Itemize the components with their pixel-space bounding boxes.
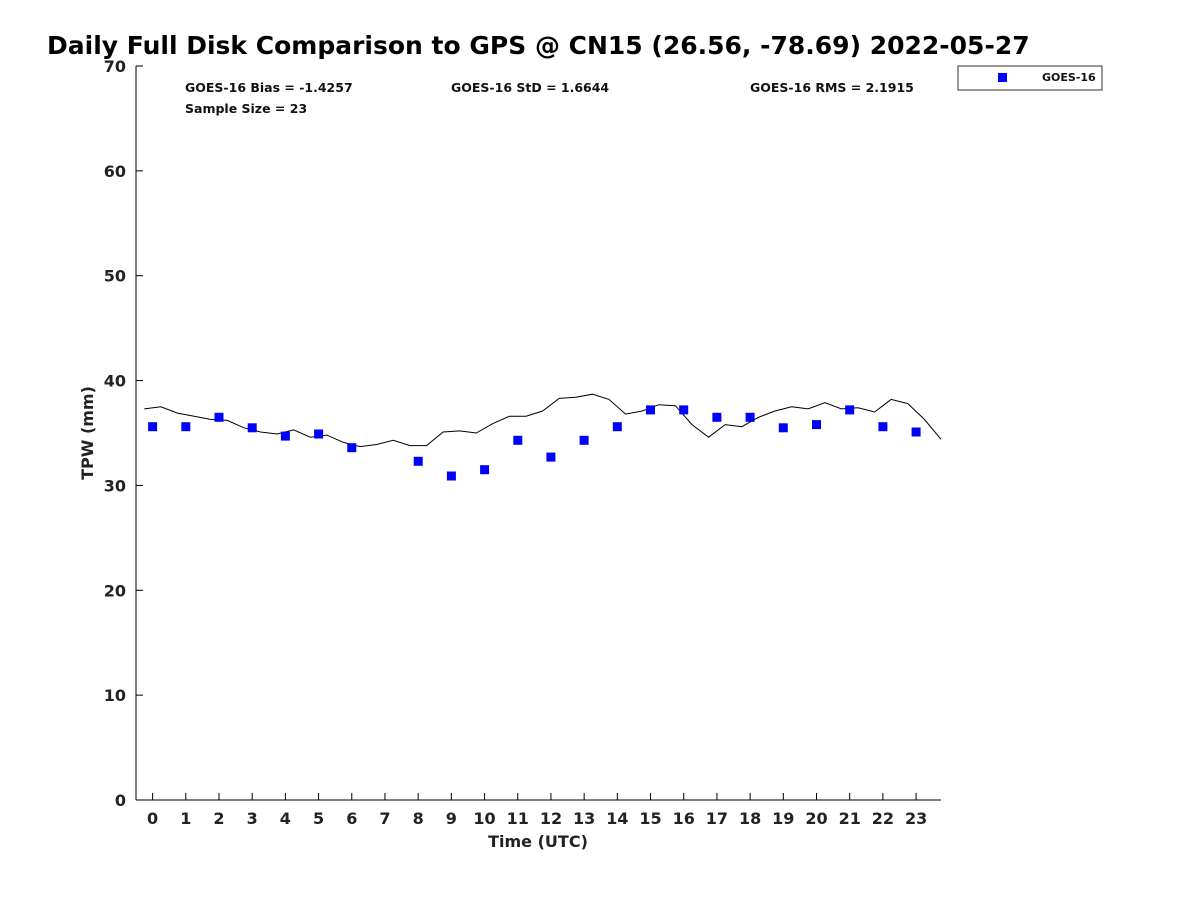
y-axis-label: TPW (mm) <box>78 386 97 480</box>
goes16-point <box>214 412 224 422</box>
goes16-point <box>911 427 921 437</box>
x-tick-label: 18 <box>739 809 761 828</box>
x-tick-label: 22 <box>872 809 894 828</box>
chart-title: Daily Full Disk Comparison to GPS @ CN15… <box>47 31 1030 60</box>
goes16-point <box>148 422 158 432</box>
x-tick-label: 7 <box>379 809 390 828</box>
stat-bias: GOES-16 Bias = -1.4257 <box>185 80 353 95</box>
x-axis-ticks: 0 1 2 3 4 5 6 7 8 9 10 11 12 13 14 15 16 17 18 19 20 21 22 23 <box>147 793 927 828</box>
y-tick-label: 60 <box>104 162 126 181</box>
x-tick-label: 20 <box>805 809 827 828</box>
x-tick-label: 9 <box>446 809 457 828</box>
legend-box <box>957 65 1103 91</box>
goes16-point <box>247 423 257 433</box>
x-tick-label: 8 <box>413 809 424 828</box>
y-tick-label: 20 <box>104 581 126 600</box>
x-tick-label: 4 <box>280 809 291 828</box>
y-tick-label: 50 <box>104 267 126 286</box>
goes16-point <box>480 465 490 475</box>
y-tick-label: 0 <box>115 791 126 810</box>
goes16-point <box>280 431 290 441</box>
y-tick-label: 10 <box>104 686 126 705</box>
goes16-point <box>679 405 689 415</box>
x-tick-label: 11 <box>507 809 529 828</box>
x-tick-label: 19 <box>772 809 794 828</box>
goes16-point <box>878 422 888 432</box>
legend-label-goes16: GOES-16 <box>1042 71 1096 84</box>
goes16-point <box>612 422 622 432</box>
x-tick-label: 6 <box>346 809 357 828</box>
goes16-point <box>812 420 821 430</box>
x-tick-label: 15 <box>639 809 661 828</box>
x-tick-label: 21 <box>839 809 861 828</box>
goes16-point <box>181 422 191 432</box>
x-tick-label: 10 <box>473 809 495 828</box>
x-tick-label: 14 <box>606 809 628 828</box>
x-tick-label: 5 <box>313 809 324 828</box>
goes16-point <box>314 429 324 439</box>
x-tick-label: 12 <box>540 809 562 828</box>
goes16-point <box>413 456 423 466</box>
y-tick-label: 70 <box>104 57 126 76</box>
goes16-point <box>347 443 357 453</box>
goes16-point <box>845 405 855 415</box>
x-axis-label: Time (UTC) <box>488 832 588 851</box>
x-tick-label: 3 <box>247 809 258 828</box>
x-tick-label: 13 <box>573 809 595 828</box>
plot-frame <box>135 66 941 801</box>
x-tick-label: 2 <box>213 809 224 828</box>
goes16-point <box>446 471 456 481</box>
stats-annotations: GOES-16 Bias = -1.4257 GOES-16 StD = 1.6… <box>185 80 914 116</box>
x-tick-label: 17 <box>706 809 728 828</box>
goes16-point <box>745 412 755 422</box>
gps-line <box>144 393 942 448</box>
goes16-point <box>579 435 589 445</box>
x-tick-label: 16 <box>673 809 695 828</box>
y-tick-label: 40 <box>104 372 126 391</box>
goes16-point <box>646 405 655 415</box>
goes16-point <box>513 435 523 445</box>
y-tick-label: 30 <box>104 476 126 495</box>
x-tick-label: 23 <box>905 809 927 828</box>
stat-sample-size: Sample Size = 23 <box>185 101 307 116</box>
goes16-point <box>778 423 788 433</box>
legend: GOES-16 <box>957 65 1103 91</box>
stat-std: GOES-16 StD = 1.6644 <box>451 80 609 95</box>
goes16-scatter-series <box>148 405 921 481</box>
x-tick-label: 1 <box>180 809 191 828</box>
goes16-point <box>712 412 722 422</box>
gps-line-series <box>144 393 942 448</box>
goes16-point <box>546 452 556 462</box>
legend-marker-goes16 <box>998 73 1007 82</box>
y-axis-ticks: 0 10 20 30 40 50 60 70 <box>104 57 143 810</box>
stat-rms: GOES-16 RMS = 2.1915 <box>750 80 914 95</box>
x-tick-label: 0 <box>147 809 158 828</box>
